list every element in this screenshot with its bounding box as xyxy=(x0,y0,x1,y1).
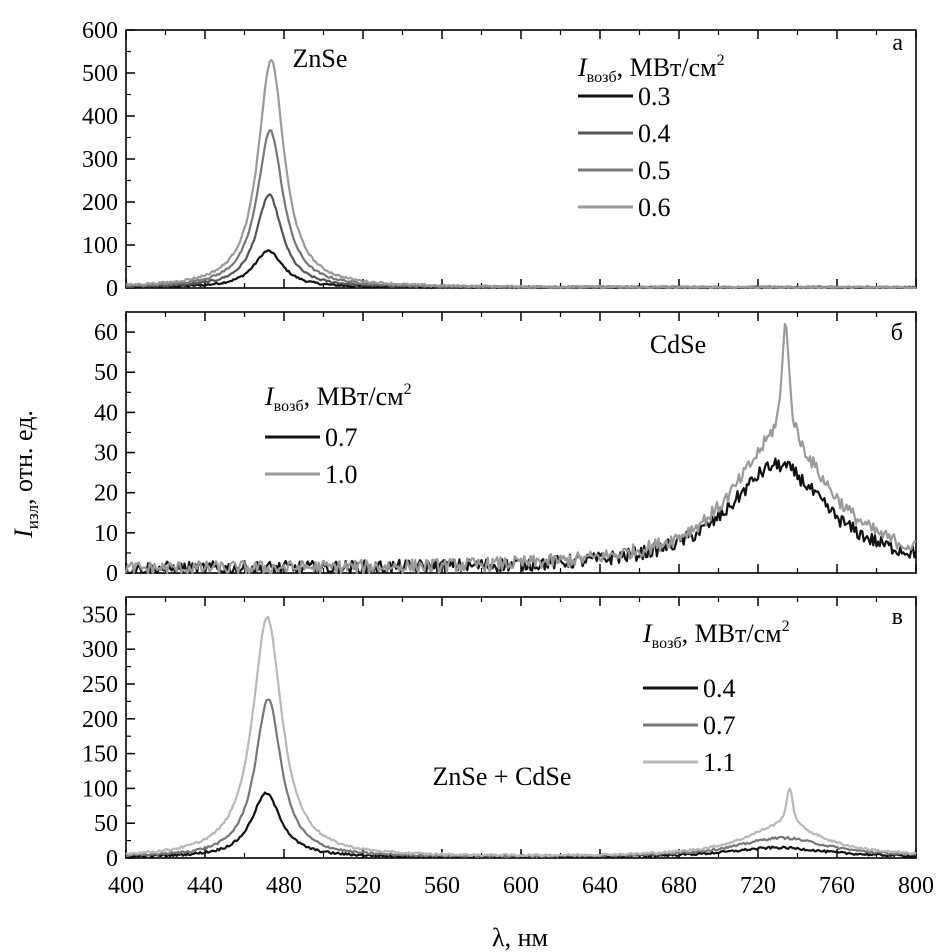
y-tick-label: 350 xyxy=(82,602,118,628)
y-tick-label: 100 xyxy=(82,776,118,802)
x-tick-label: 560 xyxy=(424,873,460,899)
legend-label: 0.6 xyxy=(638,193,671,222)
y-tick-label: 0 xyxy=(106,276,118,302)
legend: Iвозб, МВт/см2 0.4 0.7 1.1 xyxy=(642,618,790,777)
y-tick-label: 20 xyxy=(94,481,118,507)
x-tick-label: 480 xyxy=(266,873,302,899)
y-tick-label: 50 xyxy=(94,811,118,837)
y-tick-label: 150 xyxy=(82,742,118,768)
y-tick-label: 0 xyxy=(106,846,118,872)
panel-б: 0 10 20 30 40 50 60 б CdSe Iвозб, МВт/см2 0.7 1.0 xyxy=(94,311,918,587)
x-tick-label: 680 xyxy=(661,873,697,899)
legend-label: 1.1 xyxy=(703,748,736,777)
series-line-0.6 xyxy=(125,58,917,290)
panel-annotation: ZnSe xyxy=(293,44,348,73)
y-tick-label: 60 xyxy=(94,320,118,346)
legend-label: 0.5 xyxy=(638,156,671,185)
x-tick-label: 720 xyxy=(740,873,776,899)
legend-label: 0.3 xyxy=(638,82,671,111)
x-tick-label: 800 xyxy=(898,873,934,899)
legend-title: Iвозб, МВт/см2 xyxy=(264,381,412,415)
legend-label: 0.7 xyxy=(703,711,736,740)
x-tick-label: 440 xyxy=(187,873,223,899)
panel-letter: а xyxy=(892,30,903,56)
x-tick-label: 760 xyxy=(819,873,855,899)
panel-letter: в xyxy=(892,604,903,630)
y-tick-label: 250 xyxy=(82,672,118,698)
y-tick-label: 500 xyxy=(82,61,118,87)
panel-annotation: ZnSe + CdSe xyxy=(433,762,572,791)
y-tick-label: 100 xyxy=(82,233,118,259)
y-tick-label: 10 xyxy=(94,521,118,547)
series-line-0.4 xyxy=(126,791,917,859)
y-axis-label: Iизл, отн. ед. xyxy=(9,410,42,539)
series-line-1.0 xyxy=(124,322,917,575)
panel-letter: б xyxy=(891,320,903,346)
y-tick-label: 300 xyxy=(82,147,118,173)
y-tick-label: 200 xyxy=(82,190,118,216)
panel-annotation: CdSe xyxy=(650,330,706,359)
series-line-0.5 xyxy=(125,129,917,290)
plot-frame xyxy=(125,311,917,574)
y-tick-label: 0 xyxy=(106,561,118,587)
legend-title: Iвозб, МВт/см2 xyxy=(577,52,725,86)
y-tick-label: 200 xyxy=(82,707,118,733)
legend-title: Iвозб, МВт/см2 xyxy=(642,618,790,652)
y-tick-label: 300 xyxy=(82,637,118,663)
y-tick-label: 400 xyxy=(82,104,118,130)
x-tick-label: 640 xyxy=(582,873,618,899)
legend-label: 1.0 xyxy=(325,460,358,489)
legend: Iвозб, МВт/см2 0.7 1.0 xyxy=(264,381,412,489)
x-tick-label: 400 xyxy=(108,873,144,899)
legend-label: 0.7 xyxy=(325,423,358,452)
y-tick-label: 40 xyxy=(94,400,118,426)
y-tick-label: 30 xyxy=(94,441,118,467)
series-line-1.1 xyxy=(125,615,917,858)
legend-label: 0.4 xyxy=(638,119,671,148)
series-line-0.7 xyxy=(124,457,918,575)
x-tick-label: 600 xyxy=(503,873,539,899)
x-tick-label: 520 xyxy=(345,873,381,899)
panel-в: 0 50 100 150 200 250 300 350 в ZnSe + CdSe Iвозб, … xyxy=(82,596,917,872)
x-axis-label: λ, нм xyxy=(492,923,548,952)
y-tick-label: 50 xyxy=(94,360,118,386)
plot-frame xyxy=(125,29,917,289)
svg-text:Iизл, отн. ед.: Iизл, отн. ед. xyxy=(9,410,42,539)
y-tick-label: 600 xyxy=(82,18,118,44)
legend-label: 0.4 xyxy=(703,674,736,703)
